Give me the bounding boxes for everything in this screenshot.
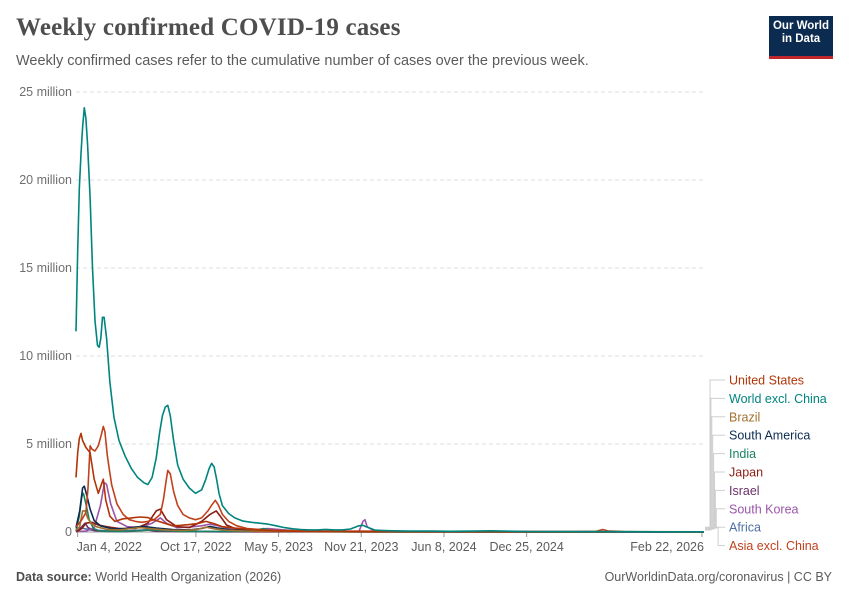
data-source-label: Data source:: [16, 570, 92, 584]
series-line-brazil: [75, 510, 705, 533]
owid-coronavirus-link[interactable]: OurWorldinData.org/coronavirus: [604, 570, 784, 584]
series-line-asia-excl-china: [75, 425, 705, 533]
series-line-world-excl-china: [75, 107, 704, 533]
legend-label-south-korea: South Korea: [729, 502, 799, 516]
legend-label-south-america: South America: [729, 429, 810, 443]
legend-label-india: India: [729, 447, 756, 461]
legend-label-japan: Japan: [729, 466, 763, 480]
data-source: Data source: World Health Organization (…: [16, 570, 281, 584]
footer-links: OurWorldinData.org/coronavirus | CC BY: [605, 570, 832, 584]
series-line-india: [75, 492, 704, 533]
x-tick-label-0: Jan 4, 2022: [77, 540, 142, 554]
y-tick-label-3: 15 million: [19, 261, 72, 275]
series-line-south-korea: [75, 481, 705, 533]
y-tick-label-5: 25 million: [19, 85, 72, 99]
license-text: | CC BY: [783, 570, 832, 584]
y-tick-label-0: 0: [65, 525, 72, 539]
y-tick-label-2: 10 million: [19, 349, 72, 363]
legend-label-africa: Africa: [729, 521, 761, 535]
legend-label-united-states: United States: [729, 374, 804, 388]
y-tick-label-1: 5 million: [26, 437, 72, 451]
chart-subtitle: Weekly confirmed cases refer to the cumu…: [16, 53, 589, 69]
legend-label-asia-excl-china: Asia excl. China: [729, 539, 819, 553]
x-tick-label-6: Feb 22, 2026: [630, 540, 704, 554]
logo-line-1: Our World: [772, 20, 829, 32]
legend-label-israel: Israel: [729, 484, 760, 498]
x-tick-label-3: Nov 21, 2023: [324, 540, 398, 554]
series-line-japan: [75, 508, 705, 533]
chart-title: Weekly confirmed COVID-19 cases: [16, 14, 401, 41]
x-tick-label-5: Dec 25, 2024: [489, 540, 563, 554]
owid-logo[interactable]: Our World in Data: [769, 16, 833, 59]
legend-label-brazil: Brazil: [729, 410, 760, 424]
x-tick-label-1: Oct 17, 2022: [160, 540, 232, 554]
series-line-united-states: [75, 432, 705, 533]
x-tick-label-4: Jun 8, 2024: [411, 540, 476, 554]
legend-label-world-excl-china: World excl. China: [729, 392, 827, 406]
legend-connector-asia-excl-china: [705, 526, 725, 547]
x-tick-label-2: May 5, 2023: [244, 540, 313, 554]
logo-line-2: in Data: [781, 33, 821, 45]
data-source-text: World Health Organization (2026): [95, 570, 282, 584]
y-tick-label-4: 20 million: [19, 173, 72, 187]
